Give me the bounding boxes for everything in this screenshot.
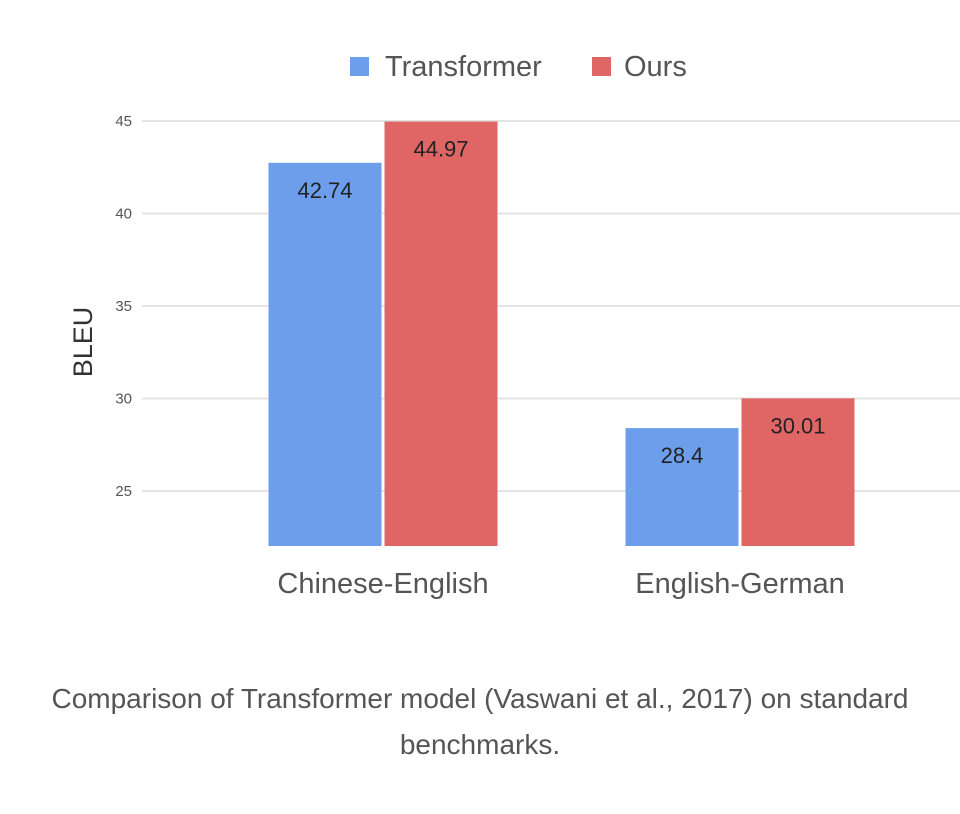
data-label-ours-chinese-english: 44.97: [413, 137, 468, 162]
bar-ours-english-german: [741, 398, 855, 546]
bar-ours-chinese-english: [384, 121, 498, 547]
x-axis-ticks: Chinese-English English-German: [277, 568, 844, 600]
y-tick-label-25: 25: [115, 483, 132, 500]
figure-caption: Comparison of Transformer model (Vaswani…: [51, 683, 909, 760]
bar-transformer-english-german: [625, 428, 739, 546]
bleu-bar-chart: Transformer Ours 25 30 35 40 45 BLEU 42.74 44.…: [68, 51, 960, 600]
x-tick-label-chinese-english: Chinese-English: [277, 568, 488, 600]
y-tick-label-40: 40: [115, 206, 132, 223]
legend-swatch-ours: [592, 57, 611, 76]
legend-label-transformer: Transformer: [385, 51, 542, 83]
bars: 42.74 44.97 28.4 30.01: [268, 121, 855, 547]
legend: Transformer Ours: [350, 51, 687, 83]
y-tick-label-30: 30: [115, 391, 132, 408]
y-tick-label-45: 45: [115, 113, 132, 130]
legend-label-ours: Ours: [624, 51, 687, 83]
data-label-ours-english-german: 30.01: [770, 413, 825, 438]
bar-transformer-chinese-english: [268, 162, 382, 546]
y-tick-label-35: 35: [115, 298, 132, 315]
legend-swatch-transformer: [350, 57, 369, 76]
data-label-transformer-chinese-english: 42.74: [297, 178, 352, 203]
x-tick-label-english-german: English-German: [635, 568, 845, 600]
y-axis-ticks: 25 30 35 40 45: [115, 113, 132, 500]
y-axis-label: BLEU: [68, 307, 98, 378]
data-label-transformer-english-german: 28.4: [661, 443, 704, 468]
